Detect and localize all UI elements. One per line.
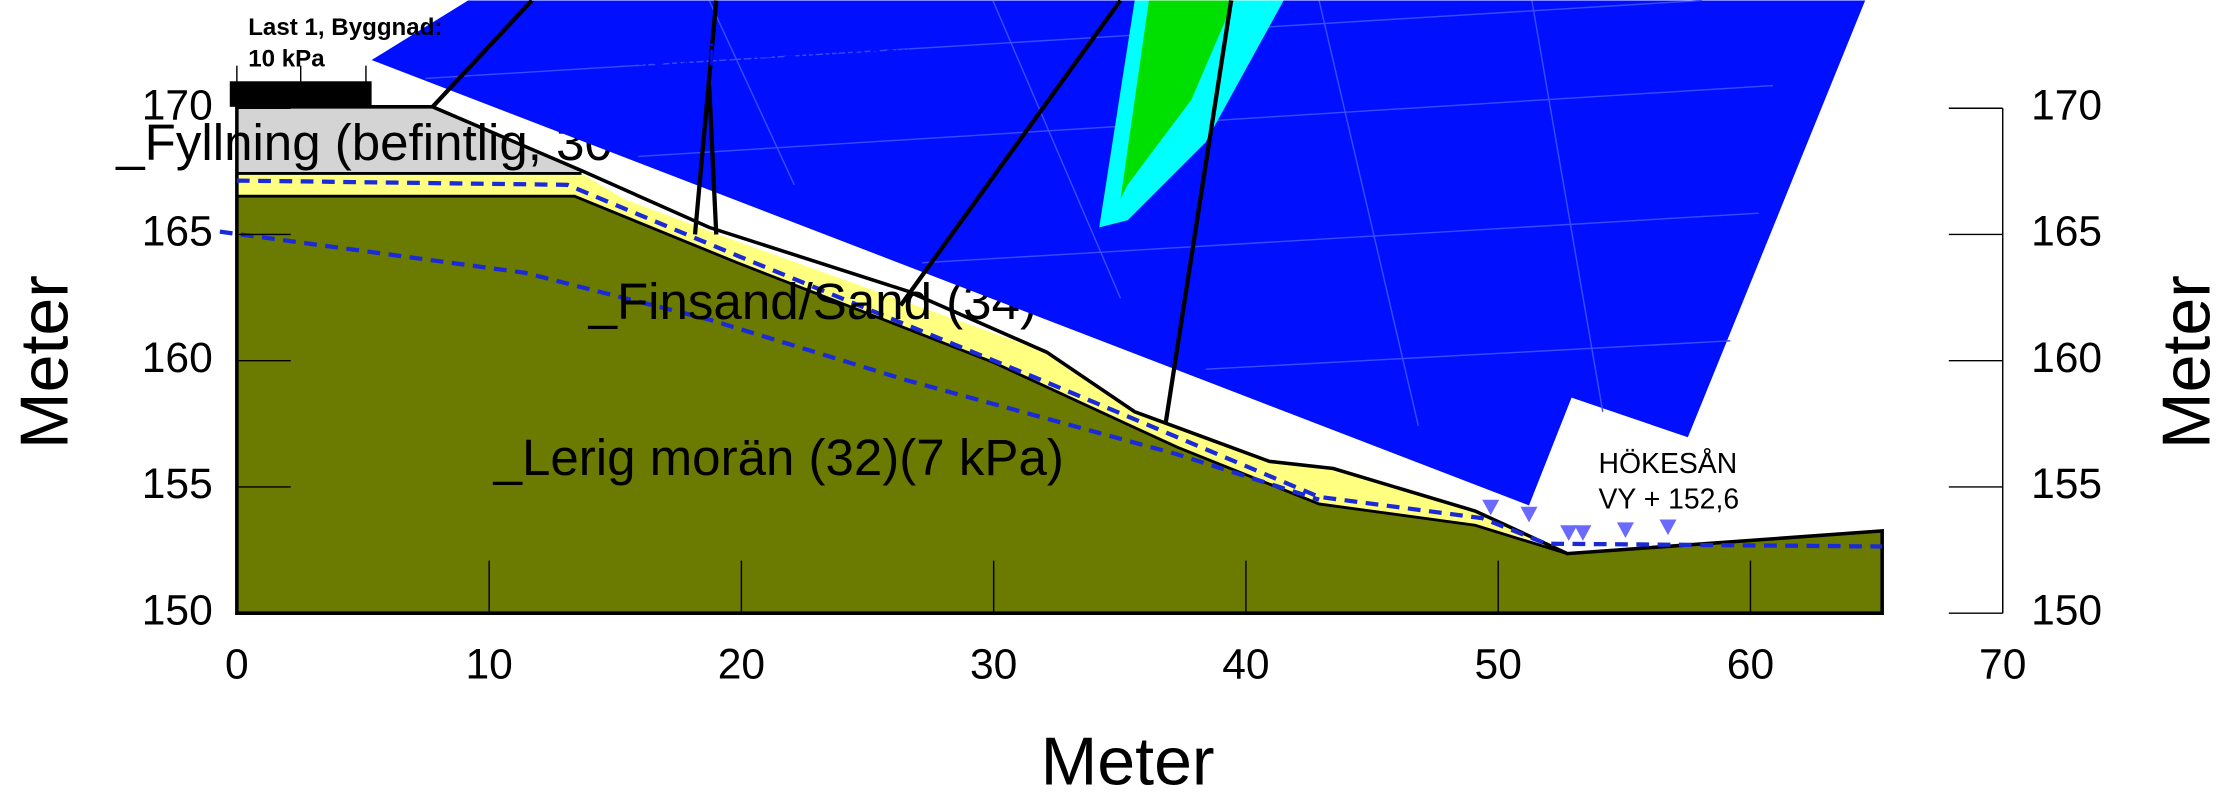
x-tick-label: 20 [718,640,765,688]
river-label: VY + 152,6 [1598,484,1739,516]
x-tick-label: 50 [1475,640,1522,688]
y2-tick-label: 165 [2031,208,2102,256]
moraine-layer [236,196,1883,614]
layer-boundary [236,194,1568,555]
contour-green [1120,0,1234,200]
y2-tick-label: 170 [2031,81,2102,129]
x-tick-label: 10 [465,640,512,688]
y2-tick-label: 150 [2031,586,2102,634]
slip-lines [431,0,1234,423]
y-axis-title: Meter [7,275,83,449]
x-tick-label: 70 [1979,640,2026,688]
x-tick-label: 40 [1222,640,1269,688]
boundary-label: Ungefärlig detaljplanegräns [596,39,958,72]
fill-layer [236,106,582,174]
y-tick-label: 150 [142,586,213,634]
y-tick-label: 170 [142,81,213,129]
x-tick-label: 30 [970,640,1017,688]
x-axis-title: Meter [1041,723,1215,798]
ground-surface [235,105,1884,615]
x-tick-label: 60 [1727,640,1774,688]
layer-label: _Fyllning (befintlig, 30 [115,114,613,171]
water-arrows [1482,499,1677,541]
phreatic-line [236,178,1883,549]
load-label: 10 kPa [248,45,325,72]
y-tick-label: 155 [142,460,213,508]
sand-layer [236,173,1547,544]
y2-tick-label: 160 [2031,334,2102,382]
y-tick-label: 160 [142,334,213,382]
slip-grid [371,0,1866,506]
x-tick-label: 0 [225,640,249,688]
y-tick-label: 165 [142,208,213,256]
load-arrows [236,65,367,86]
phreatic-line [219,229,1320,502]
layer-label: _Lerig morän (32)(7 kPa) [493,429,1064,486]
river-label: HÖKESÅN [1598,448,1737,480]
grid-lines [425,0,1774,427]
y2-axis-title: Meter [2148,275,2224,449]
load-label: Last 1, Byggnad: [248,14,442,41]
y2-tick-label: 155 [2031,460,2102,508]
